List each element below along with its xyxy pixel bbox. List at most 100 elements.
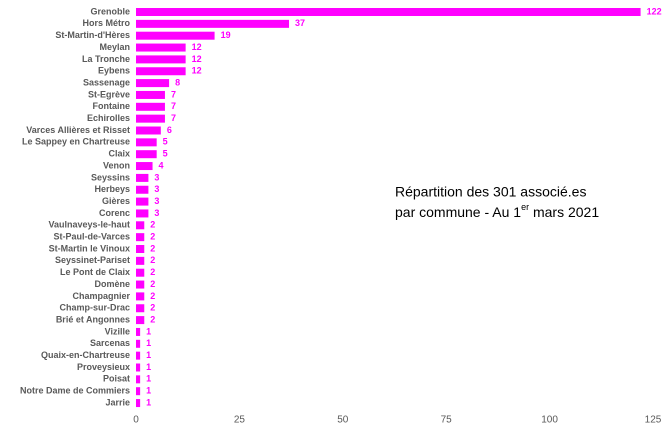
bar — [136, 79, 170, 88]
y-tick-label: Champagnier — [72, 291, 130, 301]
bar — [136, 126, 161, 135]
annotation-text: par commune - Au 1 — [395, 204, 521, 220]
bar — [136, 102, 165, 111]
y-tick-label: Echirolles — [87, 113, 130, 123]
value-label: 6 — [167, 125, 172, 135]
bar — [136, 351, 141, 360]
y-tick-label: Champ-sur-Drac — [59, 303, 130, 313]
bar — [136, 327, 141, 336]
bar — [136, 90, 165, 99]
value-label: 2 — [150, 220, 155, 230]
y-tick-label: Poisat — [103, 374, 130, 384]
value-label: 1 — [146, 350, 151, 360]
bar — [136, 55, 186, 64]
x-tick-label: 50 — [337, 415, 349, 426]
bar — [136, 67, 186, 76]
value-label: 122 — [647, 6, 662, 16]
bar — [136, 19, 290, 28]
value-label: 2 — [150, 255, 155, 265]
annotation-superscript: er — [521, 202, 529, 212]
value-label: 2 — [150, 314, 155, 324]
y-tick-label: Varces Allières et Risset — [26, 125, 130, 135]
value-label: 1 — [146, 386, 151, 396]
y-tick-label: Corenc — [99, 208, 130, 218]
y-tick-label: Jarrie — [105, 397, 130, 407]
value-label: 2 — [150, 243, 155, 253]
bar — [136, 209, 149, 218]
x-tick-label: 0 — [133, 415, 139, 426]
value-label: 4 — [159, 160, 164, 170]
y-tick-label: Le Pont de Claix — [60, 267, 130, 277]
bar — [136, 43, 186, 52]
bar — [136, 399, 141, 408]
value-label: 1 — [146, 374, 151, 384]
y-tick-label: Vizille — [105, 326, 130, 336]
value-label: 37 — [295, 18, 305, 28]
bar — [136, 197, 149, 206]
y-tick-label: Domène — [94, 279, 130, 289]
value-label: 7 — [171, 89, 176, 99]
value-label: 3 — [154, 172, 159, 182]
value-label: 1 — [146, 397, 151, 407]
y-tick-label: St-Paul-de-Varces — [53, 232, 130, 242]
value-label: 2 — [150, 232, 155, 242]
bar — [136, 185, 149, 194]
bar — [136, 268, 145, 277]
value-label: 2 — [150, 303, 155, 313]
y-tick-label: St-Martin le Vinoux — [49, 243, 130, 253]
value-label: 3 — [154, 184, 159, 194]
value-label: 1 — [146, 326, 151, 336]
bar — [136, 375, 141, 384]
bar — [136, 292, 145, 301]
y-tick-label: Gières — [102, 196, 130, 206]
bar — [136, 173, 149, 182]
bar — [136, 245, 145, 253]
bar — [136, 114, 165, 123]
value-label: 8 — [175, 77, 180, 87]
y-tick-label: Sassenage — [83, 77, 130, 87]
y-tick-label: La Tronche — [82, 54, 130, 64]
y-tick-label: Venon — [103, 160, 130, 170]
bar — [136, 138, 157, 147]
y-tick-label: Le Sappey en Chartreuse — [22, 137, 130, 147]
bar — [136, 387, 141, 396]
y-tick-label: Meylan — [99, 42, 130, 52]
y-tick-label: Eybens — [98, 66, 130, 76]
x-tick-label: 25 — [234, 415, 246, 426]
x-tick-label: 100 — [541, 415, 558, 426]
value-label: 5 — [163, 149, 168, 159]
y-tick-label: Grenoble — [90, 6, 130, 16]
bar — [136, 150, 157, 159]
bar — [136, 31, 215, 40]
bar — [136, 8, 641, 16]
y-tick-label: Notre Dame de Commiers — [20, 386, 130, 396]
x-tick-label: 75 — [441, 415, 453, 426]
value-label: 7 — [171, 113, 176, 123]
y-tick-label: Claix — [108, 149, 130, 159]
y-tick-label: Seyssinet-Pariset — [55, 255, 130, 265]
value-label: 7 — [171, 101, 176, 111]
bar — [136, 304, 145, 313]
value-label: 3 — [154, 196, 159, 206]
value-label: 19 — [221, 30, 231, 40]
y-tick-label: Hors Métro — [82, 18, 130, 28]
value-label: 1 — [146, 338, 151, 348]
value-label: 12 — [192, 54, 202, 64]
bar — [136, 363, 141, 372]
y-tick-label: Sarcenas — [90, 338, 130, 348]
y-tick-label: Fontaine — [93, 101, 131, 111]
y-tick-label: Proveysieux — [77, 362, 130, 372]
annotation-text: mars 2021 — [529, 204, 599, 220]
value-label: 3 — [154, 208, 159, 218]
y-tick-label: Seyssins — [91, 172, 130, 182]
bar — [136, 256, 145, 265]
bar — [136, 316, 145, 325]
annotation-line: par commune - Au 1er mars 2021 — [395, 202, 599, 219]
value-label: 2 — [150, 291, 155, 301]
value-label: 5 — [163, 137, 168, 147]
bar — [136, 339, 141, 348]
value-label: 12 — [192, 66, 202, 76]
y-tick-label: Quaix-en-Chartreuse — [41, 350, 130, 360]
value-label: 2 — [150, 267, 155, 277]
